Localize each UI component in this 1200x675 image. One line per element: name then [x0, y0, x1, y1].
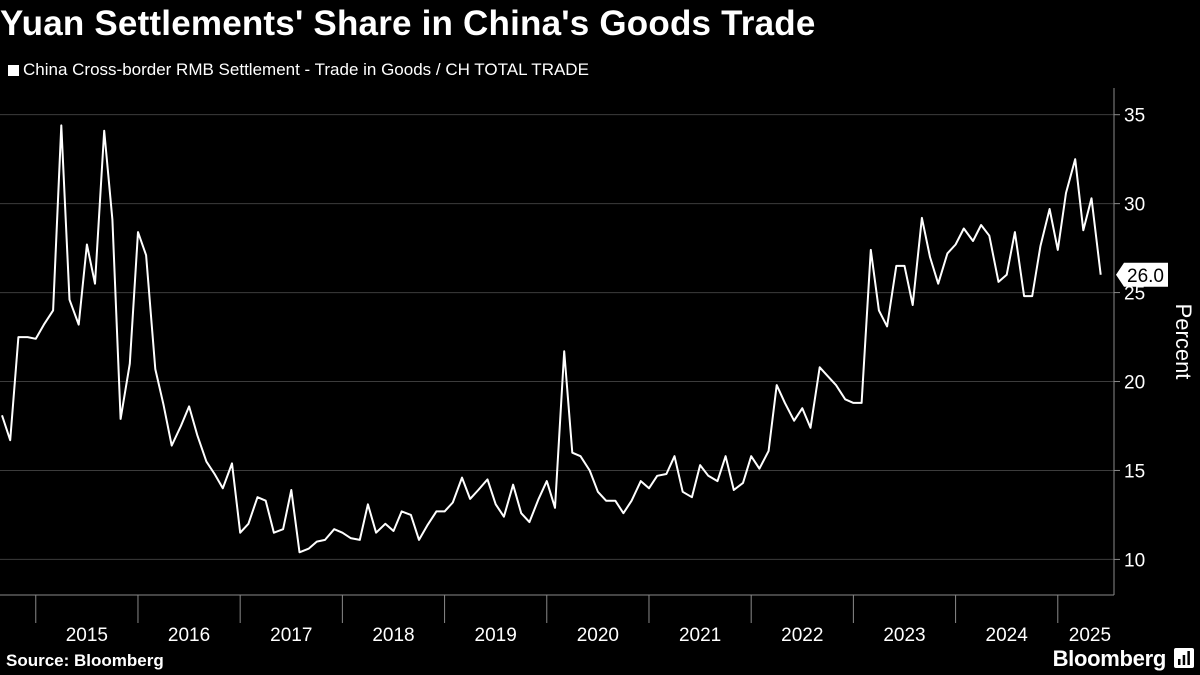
x-tick-label-2020: 2020 — [577, 625, 619, 646]
x-tick-label-2024: 2024 — [986, 625, 1029, 646]
x-tick-label-2021: 2021 — [679, 625, 721, 646]
x-tick-label-2015: 2015 — [66, 625, 108, 646]
legend-swatch — [8, 64, 19, 76]
y-tick-label-30: 30 — [1124, 195, 1145, 216]
x-tick-label-2018: 2018 — [372, 625, 414, 646]
chart-legend: China Cross-border RMB Settlement - Trad… — [8, 60, 589, 80]
series-line — [1, 124, 1102, 554]
source-note: Source: Bloomberg — [6, 651, 164, 670]
last-value-callout — [1116, 262, 1168, 287]
x-tick-label-2025: 2025 — [1069, 625, 1111, 646]
y-tick-label-25: 25 — [1124, 284, 1145, 305]
y-tick-label-15: 15 — [1124, 461, 1145, 482]
y-axis-title: Percent — [1171, 304, 1196, 380]
y-tick-label-35: 35 — [1124, 106, 1145, 127]
x-tick-label-2019: 2019 — [475, 625, 517, 646]
x-tick-label-2016: 2016 — [168, 625, 210, 646]
x-tick-label-2022: 2022 — [781, 625, 823, 646]
y-tick-label-10: 10 — [1124, 550, 1145, 571]
y-tick-label-20: 20 — [1124, 373, 1145, 394]
last-value-label: 26.0 — [1127, 266, 1164, 287]
bloomberg-logo: Bloomberg — [1052, 646, 1167, 671]
legend-label: China Cross-border RMB Settlement - Trad… — [23, 60, 589, 79]
chart-title: Yuan Settlements' Share in China's Goods… — [0, 4, 816, 43]
x-tick-label-2017: 2017 — [270, 625, 312, 646]
x-tick-label-2023: 2023 — [883, 625, 925, 646]
bloomberg-terminal-icon — [1174, 648, 1194, 668]
